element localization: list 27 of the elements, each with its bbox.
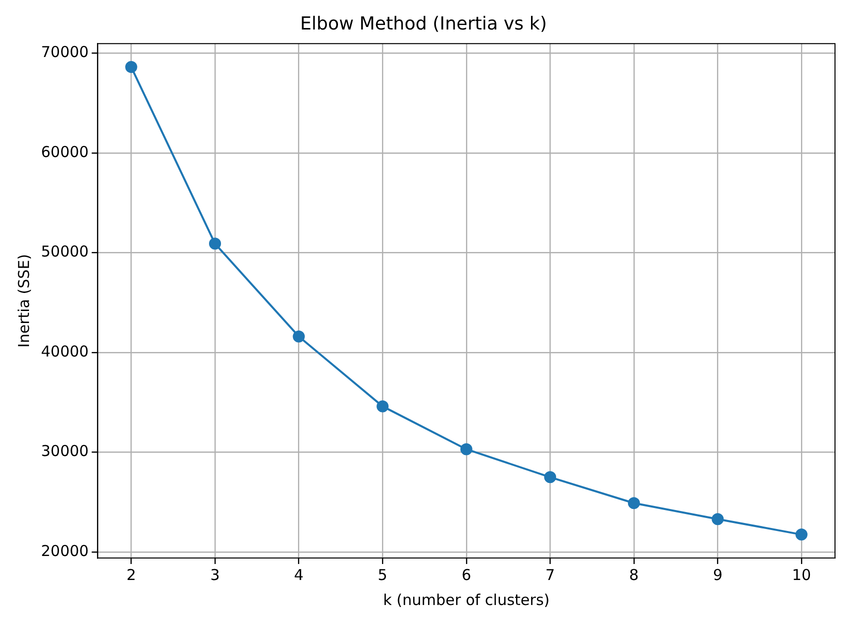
point [628,497,640,510]
point [795,528,808,541]
y-tick-label: 70000 [41,42,89,61]
point [460,443,472,456]
y-axis-title: Inertia (SSE) [14,254,33,348]
y-tick-label: 50000 [41,242,89,261]
x-axis-title: k (number of clusters) [383,590,550,609]
y-tick-label: 20000 [41,542,89,560]
x-tick-label: 3 [210,566,220,584]
point [544,471,556,484]
chart-title: Elbow Method (Inertia vs k) [300,13,547,34]
point [712,513,724,526]
y-tick-label: 30000 [41,442,89,460]
x-tick-label: 9 [712,566,722,584]
x-tick-label: 2 [126,566,136,584]
x-tick-label: 6 [462,566,472,584]
y-tick-label: 60000 [41,142,89,161]
point [376,400,389,412]
point [292,330,305,342]
x-tick-label: 5 [378,566,388,584]
x-tick-label: 7 [545,566,555,584]
point [125,61,138,74]
x-tick-label: 4 [294,566,304,584]
x-tick-label: 10 [792,566,812,584]
y-tick-label: 40000 [41,342,89,360]
x-tick-label: 8 [629,566,639,584]
point [209,238,222,250]
